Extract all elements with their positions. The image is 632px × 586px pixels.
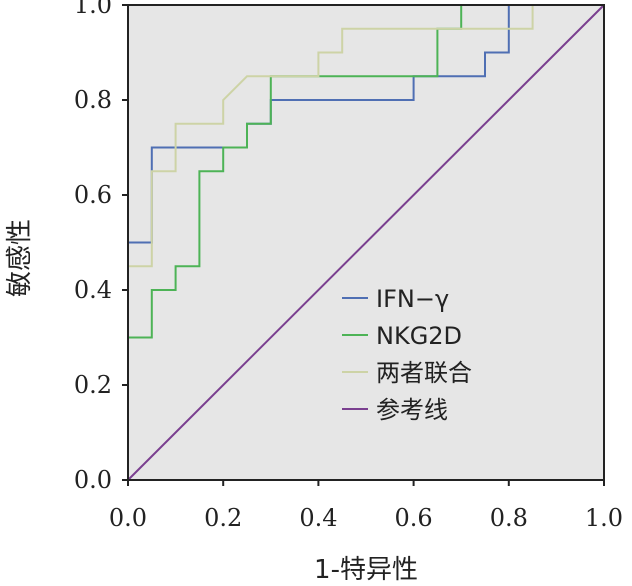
y-tick-label: 1.0: [74, 0, 112, 19]
legend-label-1: NKG2D: [376, 322, 462, 350]
series-line-3: [127, 4, 605, 481]
x-axis-ticks: 0.0 0.2 0.4 0.6 0.8 1.0: [109, 480, 623, 532]
series-layer: [127, 4, 605, 481]
x-tick-label: 1.0: [585, 504, 623, 532]
y-tick-label: 0.0: [74, 466, 112, 494]
legend-label-2: 两者联合: [376, 359, 472, 387]
y-tick-label: 0.2: [74, 371, 112, 399]
plot-frame: [127, 4, 605, 481]
x-axis-title: 1-特异性: [314, 555, 418, 585]
y-tick-label: 0.4: [74, 276, 112, 304]
x-tick-label: 0.6: [395, 504, 433, 532]
x-tick-label: 0.2: [204, 504, 242, 532]
y-tick-label: 0.8: [74, 86, 112, 114]
x-tick-label: 0.0: [109, 504, 147, 532]
y-axis-title: 敏感性: [5, 219, 35, 297]
legend-label-0: IFN−γ: [376, 285, 449, 313]
y-tick-label: 0.6: [74, 181, 112, 209]
y-axis-ticks: 0.0 0.2 0.4 0.6 0.8 1.0: [74, 0, 128, 494]
series-line-2: [127, 4, 604, 480]
x-tick-label: 0.8: [490, 504, 528, 532]
x-tick-label: 0.4: [299, 504, 337, 532]
legend-label-3: 参考线: [376, 396, 448, 424]
